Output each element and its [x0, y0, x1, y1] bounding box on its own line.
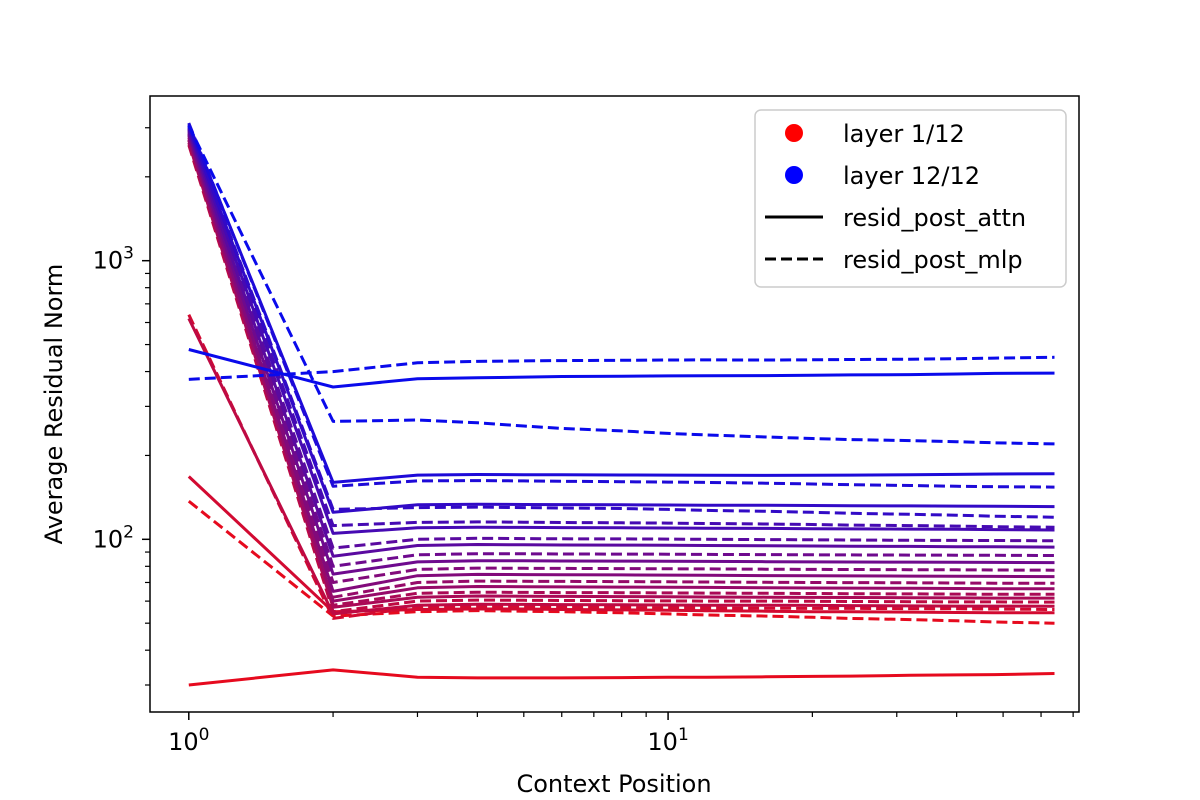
y-axis: 102 103 — [93, 127, 150, 686]
series-line-layer-9-mlp-17 — [187, 127, 1055, 529]
legend-marker-layer-1 — [785, 124, 803, 142]
series-line-layer-5-mlp-9 — [187, 137, 1055, 599]
legend-label-resid-post-attn: resid_post_attn — [843, 204, 1026, 232]
series-layer — [187, 122, 1055, 687]
y-axis-label: Average Residual Norm — [40, 264, 68, 545]
series-line-layer-1-attn-0 — [188, 668, 1055, 687]
series-line-layer-10-attn-18 — [187, 125, 1055, 514]
series-line-layer-3-mlp-5 — [187, 144, 1055, 614]
series-line-layer-12-mlp-24 — [187, 125, 1055, 446]
series-line-layer-11-attn-20 — [187, 123, 1055, 484]
legend-label-layer-12: layer 12/12 — [843, 162, 980, 190]
series-line-layer-6-mlp-11 — [187, 134, 1055, 584]
series-line-layer-5-attn-8 — [187, 139, 1055, 603]
series-line-layer-8-attn-14 — [187, 130, 1055, 558]
series-line-layer-4-attn-6 — [187, 142, 1055, 609]
x-tick-label: 101 — [647, 725, 688, 756]
series-line-layer-12-mlp-23 — [188, 355, 1055, 381]
x-tick-label: 100 — [168, 725, 209, 756]
legend-box — [754, 109, 1067, 288]
legend-marker-layer-12 — [785, 166, 803, 184]
legend: layer 1/12 layer 12/12 resid_post_attn r… — [754, 109, 1067, 288]
series-line-layer-8-mlp-15 — [187, 129, 1055, 550]
x-axis-label: Context Position — [516, 770, 711, 798]
series-line-layer-7-attn-12 — [187, 133, 1055, 576]
legend-label-resid-post-mlp: resid_post_mlp — [843, 246, 1023, 274]
series-line-layer-3-attn-4 — [187, 317, 1055, 616]
series-line-layer-9-attn-16 — [187, 128, 1055, 535]
series-line-layer-12-attn-22 — [188, 348, 1055, 389]
series-line-layer-11-mlp-21 — [187, 122, 1055, 489]
x-axis: 100 101 — [168, 712, 1074, 756]
series-line-layer-2-mlp-3 — [187, 314, 1055, 620]
legend-label-layer-1: layer 1/12 — [843, 120, 965, 148]
series-line-layer-1-mlp-1 — [187, 500, 1055, 625]
y-tick-label: 102 — [93, 522, 134, 553]
plot-frame — [149, 95, 1080, 713]
series-line-layer-10-mlp-19 — [187, 124, 1055, 519]
series-line-layer-7-mlp-13 — [187, 131, 1055, 568]
series-line-layer-4-mlp-7 — [187, 140, 1055, 607]
series-line-layer-2-attn-2 — [187, 475, 1055, 615]
series-line-layer-6-attn-10 — [187, 135, 1055, 593]
y-tick-label: 103 — [93, 244, 134, 275]
